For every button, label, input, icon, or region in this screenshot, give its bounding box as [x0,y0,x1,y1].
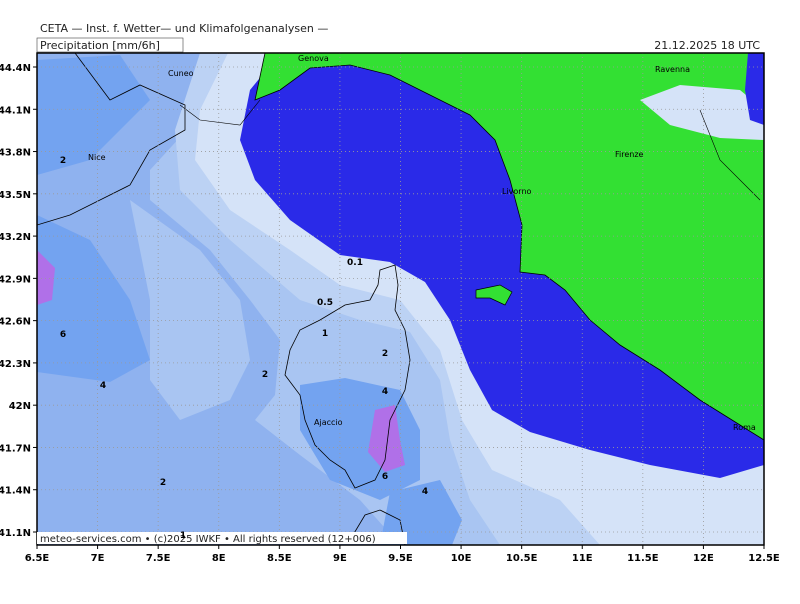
lon-label: 12.5E [748,553,780,564]
place-label: Roma [733,423,756,432]
lon-label: 8.5E [267,553,292,564]
contour-label: 2 [60,156,66,166]
header: CETA — Inst. f. Wetter— und Klimafolgena… [40,22,328,35]
lon-label: 7E [91,553,105,564]
lon-label: 11E [572,553,593,564]
lat-label: 42.3N [0,359,31,370]
contour-label: 1 [322,329,328,339]
lon-label: 8E [212,553,226,564]
lon-label: 9E [333,553,347,564]
place-label: Ajaccio [314,418,343,427]
lat-label: 43.8N [0,148,31,159]
contour-label: 0.1 [347,258,363,268]
lon-label: 9.5E [388,553,413,564]
lat-label: 43.2N [0,232,31,243]
contour-label: 0.5 [317,298,333,308]
place-label: Livorno [502,187,532,196]
place-label: Genova [298,54,329,63]
contour-label: 2 [262,370,268,380]
place-label: Firenze [615,150,644,159]
lat-label: 41.1N [0,528,31,539]
title: Precipitation [mm/6h] [40,39,160,52]
lon-label: 10E [451,553,472,564]
contour-label: 4 [100,381,106,391]
lon-label: 7.5E [146,553,171,564]
map-field [37,53,764,545]
lat-label: 44.4N [0,63,31,74]
valid-time: 21.12.2025 18 UTC [654,39,760,52]
contour-label: 2 [160,478,166,488]
contour-label: 4 [422,487,428,497]
contour-label: 6 [382,472,388,482]
lat-label: 43.5N [0,190,31,201]
lon-label: 6.5E [25,553,50,564]
contour-label: 6 [60,330,66,340]
place-label: Cuneo [168,69,194,78]
lat-label: 42N [9,401,31,412]
lat-label: 41.4N [0,486,31,497]
lon-label: 10.5E [506,553,538,564]
lat-label: 44.1N [0,105,31,116]
contour-label: 2 [382,349,388,359]
lat-label: 42.9N [0,274,31,285]
footer-box [37,532,407,544]
contour-label: 1 [180,531,186,541]
contour-label: 4 [382,387,388,397]
lat-label: 41.7N [0,443,31,454]
lat-label: 42.6N [0,317,31,328]
lon-label: 12E [693,553,714,564]
title-box [36,37,184,53]
lon-label: 11.5E [627,553,659,564]
place-label: Nice [88,153,106,162]
place-label: Ravenna [655,65,690,74]
footer: meteo-services.com • (c)2025 IWKF • All … [40,534,376,545]
